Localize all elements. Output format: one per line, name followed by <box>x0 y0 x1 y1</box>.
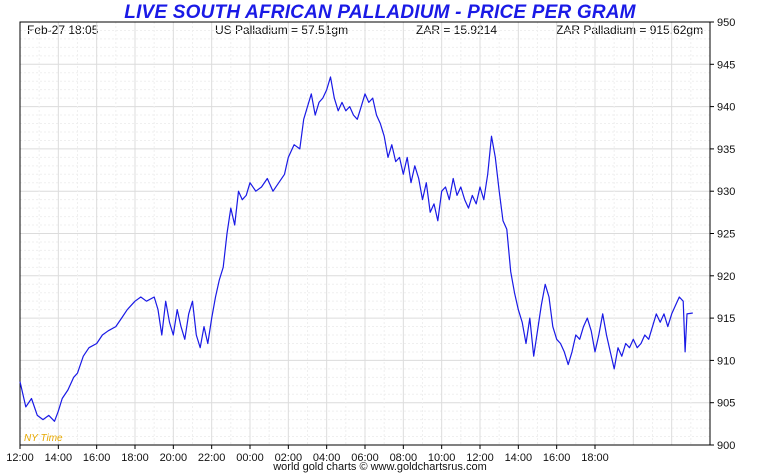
timezone-label: NY Time <box>24 433 63 444</box>
x-tick-label: 16:00 <box>543 452 571 464</box>
x-tick-label: 18:00 <box>581 452 609 464</box>
y-tick-label: 930 <box>717 186 735 198</box>
y-tick-label: 900 <box>717 440 735 452</box>
x-tick-label: 04:00 <box>313 452 341 464</box>
x-tick-label: 16:00 <box>83 452 111 464</box>
x-tick-label: 14:00 <box>45 452 73 464</box>
x-tick-label: 20:00 <box>160 452 188 464</box>
x-tick-label: 06:00 <box>351 452 379 464</box>
x-tick-label: 14:00 <box>505 452 533 464</box>
price-line <box>19 76 693 422</box>
y-tick-label: 950 <box>717 17 735 29</box>
date-time-label: Feb-27 18:05 <box>27 23 99 37</box>
footer-credit: world gold charts © www.goldchartsrus.co… <box>273 461 487 473</box>
y-tick-label: 915 <box>717 313 735 325</box>
x-tick-label: 22:00 <box>198 452 226 464</box>
y-tick-label: 945 <box>717 59 735 71</box>
y-tick-label: 940 <box>717 102 735 114</box>
x-tick-label: 10:00 <box>428 452 456 464</box>
y-tick-label: 920 <box>717 271 735 283</box>
x-tick-label: 08:00 <box>390 452 418 464</box>
x-tick-label: 02:00 <box>275 452 303 464</box>
y-tick-label: 935 <box>717 144 735 156</box>
y-tick-label: 925 <box>717 229 735 241</box>
y-tick-label: 905 <box>717 398 735 410</box>
x-tick-label: 18:00 <box>121 452 149 464</box>
chart-title: LIVE SOUTH AFRICAN PALLADIUM - PRICE PER… <box>124 2 636 23</box>
x-tick-label: 00:00 <box>236 452 264 464</box>
x-tick-label: 12:00 <box>466 452 494 464</box>
y-tick-label: 910 <box>717 355 735 367</box>
x-tick-label: 12:00 <box>6 452 34 464</box>
